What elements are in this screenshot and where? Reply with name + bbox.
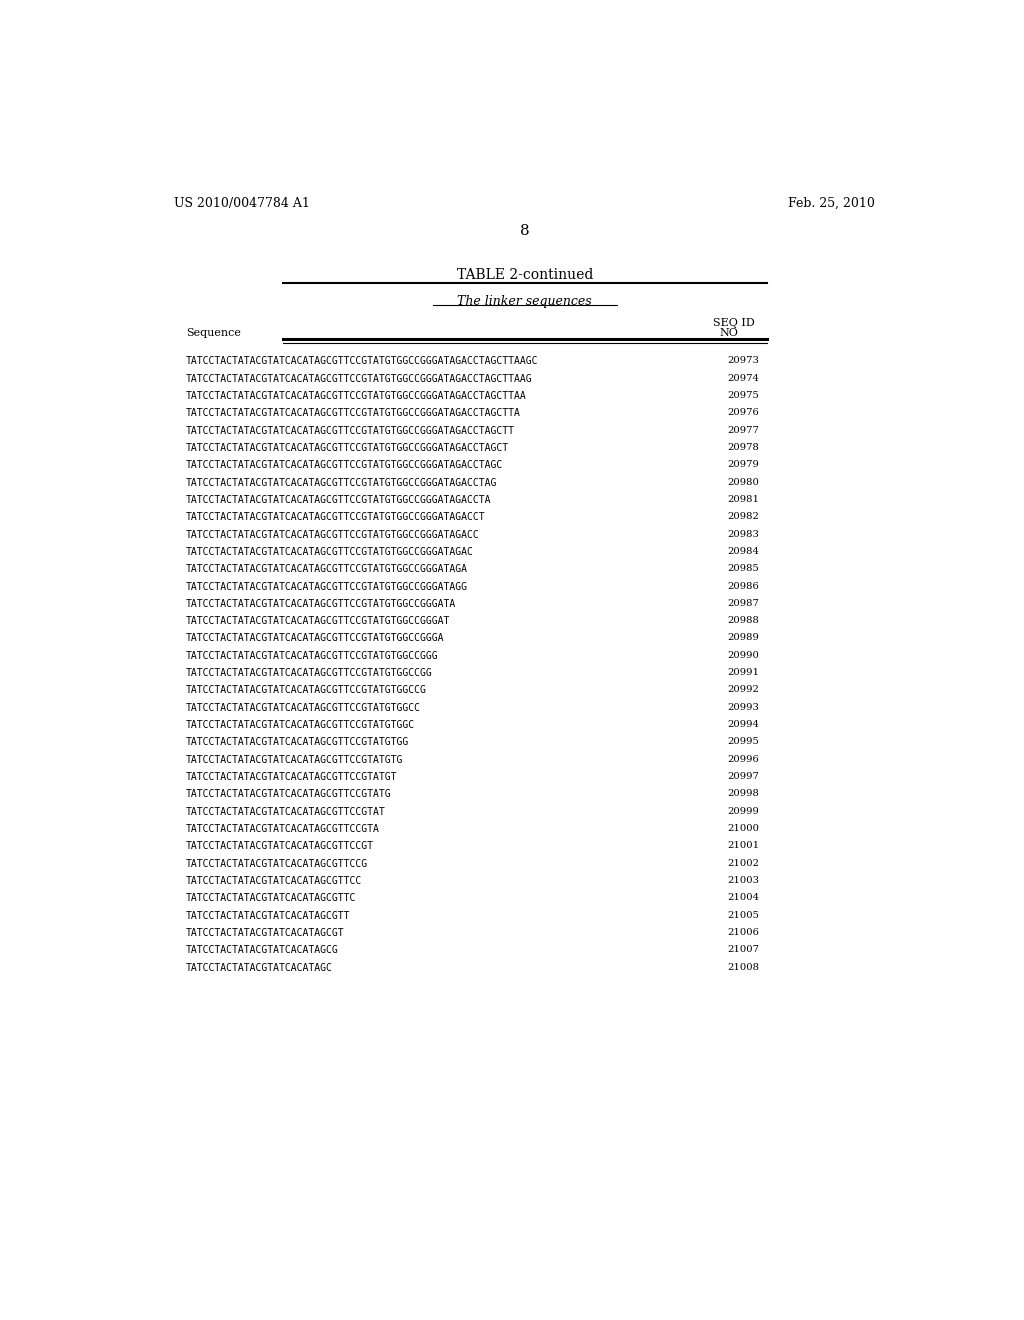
Text: 21007: 21007 bbox=[727, 945, 759, 954]
Text: US 2010/0047784 A1: US 2010/0047784 A1 bbox=[174, 197, 310, 210]
Text: The linker sequences: The linker sequences bbox=[458, 294, 592, 308]
Text: 21008: 21008 bbox=[727, 962, 759, 972]
Text: NO: NO bbox=[719, 327, 738, 338]
Text: 21003: 21003 bbox=[727, 876, 759, 884]
Text: TATCCTACTATACGTATCACATAGCGTT: TATCCTACTATACGTATCACATAGCGTT bbox=[186, 911, 350, 920]
Text: TATCCTACTATACGTATCACATAGCGTTCCGTATGTGGCCGGGATAGACCTAGCTTAA: TATCCTACTATACGTATCACATAGCGTTCCGTATGTGGCC… bbox=[186, 391, 527, 401]
Text: TATCCTACTATACGTATCACATAGCGTTCCGTATGTGGCCGGGA: TATCCTACTATACGTATCACATAGCGTTCCGTATGTGGCC… bbox=[186, 634, 444, 643]
Text: Sequence: Sequence bbox=[186, 327, 241, 338]
Text: TATCCTACTATACGTATCACATAGCGTTCCGTA: TATCCTACTATACGTATCACATAGCGTTCCGTA bbox=[186, 824, 380, 834]
Text: 20996: 20996 bbox=[727, 755, 759, 764]
Text: TATCCTACTATACGTATCACATAGCGTTCCGTATGTGGCCGGGATAGA: TATCCTACTATACGTATCACATAGCGTTCCGTATGTGGCC… bbox=[186, 564, 468, 574]
Text: TATCCTACTATACGTATCACATAGCGTTCCGTATGTGGC: TATCCTACTATACGTATCACATAGCGTTCCGTATGTGGC bbox=[186, 721, 416, 730]
Text: TATCCTACTATACGTATCACATAGCGTTCCGTATGTGGCCG: TATCCTACTATACGTATCACATAGCGTTCCGTATGTGGCC… bbox=[186, 685, 427, 696]
Text: TATCCTACTATACGTATCACATAGCGTTCCGTATGTGGCCGGGAT: TATCCTACTATACGTATCACATAGCGTTCCGTATGTGGCC… bbox=[186, 616, 451, 626]
Text: TATCCTACTATACGTATCACATAGCGTTCCGTATGTGGCCGGG: TATCCTACTATACGTATCACATAGCGTTCCGTATGTGGCC… bbox=[186, 651, 438, 661]
Text: 21005: 21005 bbox=[727, 911, 759, 920]
Text: 20973: 20973 bbox=[727, 356, 759, 366]
Text: TATCCTACTATACGTATCACATAGCGTTCCGTATGTGGCCGGGATAGACC: TATCCTACTATACGTATCACATAGCGTTCCGTATGTGGCC… bbox=[186, 529, 480, 540]
Text: TATCCTACTATACGTATCACATAGCGTTCCGTATGTGGCCGG: TATCCTACTATACGTATCACATAGCGTTCCGTATGTGGCC… bbox=[186, 668, 433, 678]
Text: TATCCTACTATACGTATCACATAGCGTTCCGTATGTGGCCGGGATAGG: TATCCTACTATACGTATCACATAGCGTTCCGTATGTGGCC… bbox=[186, 582, 468, 591]
Text: 21001: 21001 bbox=[727, 841, 759, 850]
Text: TATCCTACTATACGTATCACATAGC: TATCCTACTATACGTATCACATAGC bbox=[186, 962, 333, 973]
Text: TATCCTACTATACGTATCACATAGCGTTCCGTATGTGG: TATCCTACTATACGTATCACATAGCGTTCCGTATGTGG bbox=[186, 738, 410, 747]
Text: TATCCTACTATACGTATCACATAGCGTTCCGTATGT: TATCCTACTATACGTATCACATAGCGTTCCGTATGT bbox=[186, 772, 397, 781]
Text: 20992: 20992 bbox=[727, 685, 759, 694]
Text: 20983: 20983 bbox=[727, 529, 759, 539]
Text: 8: 8 bbox=[520, 224, 529, 238]
Text: 20980: 20980 bbox=[727, 478, 759, 487]
Text: 21004: 21004 bbox=[727, 894, 759, 903]
Text: TATCCTACTATACGTATCACATAGCGTTCCGTATGTGGCCGGGATAGACCTAGCT: TATCCTACTATACGTATCACATAGCGTTCCGTATGTGGCC… bbox=[186, 444, 509, 453]
Text: 21002: 21002 bbox=[727, 859, 759, 867]
Text: TATCCTACTATACGTATCACATAGCGTTCCGTATGTG: TATCCTACTATACGTATCACATAGCGTTCCGTATGTG bbox=[186, 755, 403, 764]
Text: TATCCTACTATACGTATCACATAGCGTTCCG: TATCCTACTATACGTATCACATAGCGTTCCG bbox=[186, 859, 369, 869]
Text: TATCCTACTATACGTATCACATAGCGTTCCGTATGTGGCC: TATCCTACTATACGTATCACATAGCGTTCCGTATGTGGCC bbox=[186, 702, 421, 713]
Text: 20984: 20984 bbox=[727, 546, 759, 556]
Text: TATCCTACTATACGTATCACATAGCGTTCCGTAT: TATCCTACTATACGTATCACATAGCGTTCCGTAT bbox=[186, 807, 386, 817]
Text: 20981: 20981 bbox=[727, 495, 759, 504]
Text: 20977: 20977 bbox=[727, 425, 759, 434]
Text: 20993: 20993 bbox=[727, 702, 759, 711]
Text: TATCCTACTATACGTATCACATAGCGTTCCGTATGTGGCCGGGATAGACCTAGCTTAAG: TATCCTACTATACGTATCACATAGCGTTCCGTATGTGGCC… bbox=[186, 374, 532, 384]
Text: 21000: 21000 bbox=[727, 824, 759, 833]
Text: TATCCTACTATACGTATCACATAGCGTTCCGT: TATCCTACTATACGTATCACATAGCGTTCCGT bbox=[186, 841, 374, 851]
Text: TATCCTACTATACGTATCACATAGCGTTCCGTATGTGGCCGGGATAGAC: TATCCTACTATACGTATCACATAGCGTTCCGTATGTGGCC… bbox=[186, 546, 474, 557]
Text: TABLE 2-continued: TABLE 2-continued bbox=[457, 268, 593, 281]
Text: TATCCTACTATACGTATCACATAGCGTTCCGTATGTGGCCGGGATAGACCTAGCTTAAGC: TATCCTACTATACGTATCACATAGCGTTCCGTATGTGGCC… bbox=[186, 356, 539, 366]
Text: 20999: 20999 bbox=[727, 807, 759, 816]
Text: 20997: 20997 bbox=[727, 772, 759, 781]
Text: TATCCTACTATACGTATCACATAGCGT: TATCCTACTATACGTATCACATAGCGT bbox=[186, 928, 345, 939]
Text: TATCCTACTATACGTATCACATAGCGTTCCGTATGTGGCCGGGATAGACCTAGC: TATCCTACTATACGTATCACATAGCGTTCCGTATGTGGCC… bbox=[186, 461, 504, 470]
Text: 20986: 20986 bbox=[727, 582, 759, 590]
Text: TATCCTACTATACGTATCACATAGCGTTCCGTATGTGGCCGGGATAGACCTAGCTT: TATCCTACTATACGTATCACATAGCGTTCCGTATGTGGCC… bbox=[186, 425, 515, 436]
Text: 20990: 20990 bbox=[727, 651, 759, 660]
Text: 20976: 20976 bbox=[727, 408, 759, 417]
Text: TATCCTACTATACGTATCACATAGCGTTCCGTATGTGGCCGGGATAGACCTAGCTTA: TATCCTACTATACGTATCACATAGCGTTCCGTATGTGGCC… bbox=[186, 408, 521, 418]
Text: TATCCTACTATACGTATCACATAGCGTTC: TATCCTACTATACGTATCACATAGCGTTC bbox=[186, 894, 356, 903]
Text: TATCCTACTATACGTATCACATAGCGTTCCGTATGTGGCCGGGATAGACCTAG: TATCCTACTATACGTATCACATAGCGTTCCGTATGTGGCC… bbox=[186, 478, 498, 487]
Text: 20994: 20994 bbox=[727, 721, 759, 729]
Text: TATCCTACTATACGTATCACATAGCGTTCCGTATG: TATCCTACTATACGTATCACATAGCGTTCCGTATG bbox=[186, 789, 392, 800]
Text: 20991: 20991 bbox=[727, 668, 759, 677]
Text: 20987: 20987 bbox=[727, 599, 759, 607]
Text: 20975: 20975 bbox=[727, 391, 759, 400]
Text: TATCCTACTATACGTATCACATAGCGTTCCGTATGTGGCCGGGATA: TATCCTACTATACGTATCACATAGCGTTCCGTATGTGGCC… bbox=[186, 599, 457, 609]
Text: 20995: 20995 bbox=[727, 738, 759, 746]
Text: 20982: 20982 bbox=[727, 512, 759, 521]
Text: 20979: 20979 bbox=[727, 461, 759, 469]
Text: 20998: 20998 bbox=[727, 789, 759, 799]
Text: Feb. 25, 2010: Feb. 25, 2010 bbox=[788, 197, 876, 210]
Text: 20978: 20978 bbox=[727, 444, 759, 451]
Text: TATCCTACTATACGTATCACATAGCGTTCCGTATGTGGCCGGGATAGACCTA: TATCCTACTATACGTATCACATAGCGTTCCGTATGTGGCC… bbox=[186, 495, 492, 504]
Text: TATCCTACTATACGTATCACATAGCGTTCCGTATGTGGCCGGGATAGACCT: TATCCTACTATACGTATCACATAGCGTTCCGTATGTGGCC… bbox=[186, 512, 485, 523]
Text: 20974: 20974 bbox=[727, 374, 759, 383]
Text: TATCCTACTATACGTATCACATAGCGTTCC: TATCCTACTATACGTATCACATAGCGTTCC bbox=[186, 876, 362, 886]
Text: TATCCTACTATACGTATCACATAGCG: TATCCTACTATACGTATCACATAGCG bbox=[186, 945, 339, 956]
Text: 20985: 20985 bbox=[727, 564, 759, 573]
Text: SEQ ID: SEQ ID bbox=[713, 318, 755, 327]
Text: 21006: 21006 bbox=[727, 928, 759, 937]
Text: 20988: 20988 bbox=[727, 616, 759, 626]
Text: 20989: 20989 bbox=[727, 634, 759, 643]
